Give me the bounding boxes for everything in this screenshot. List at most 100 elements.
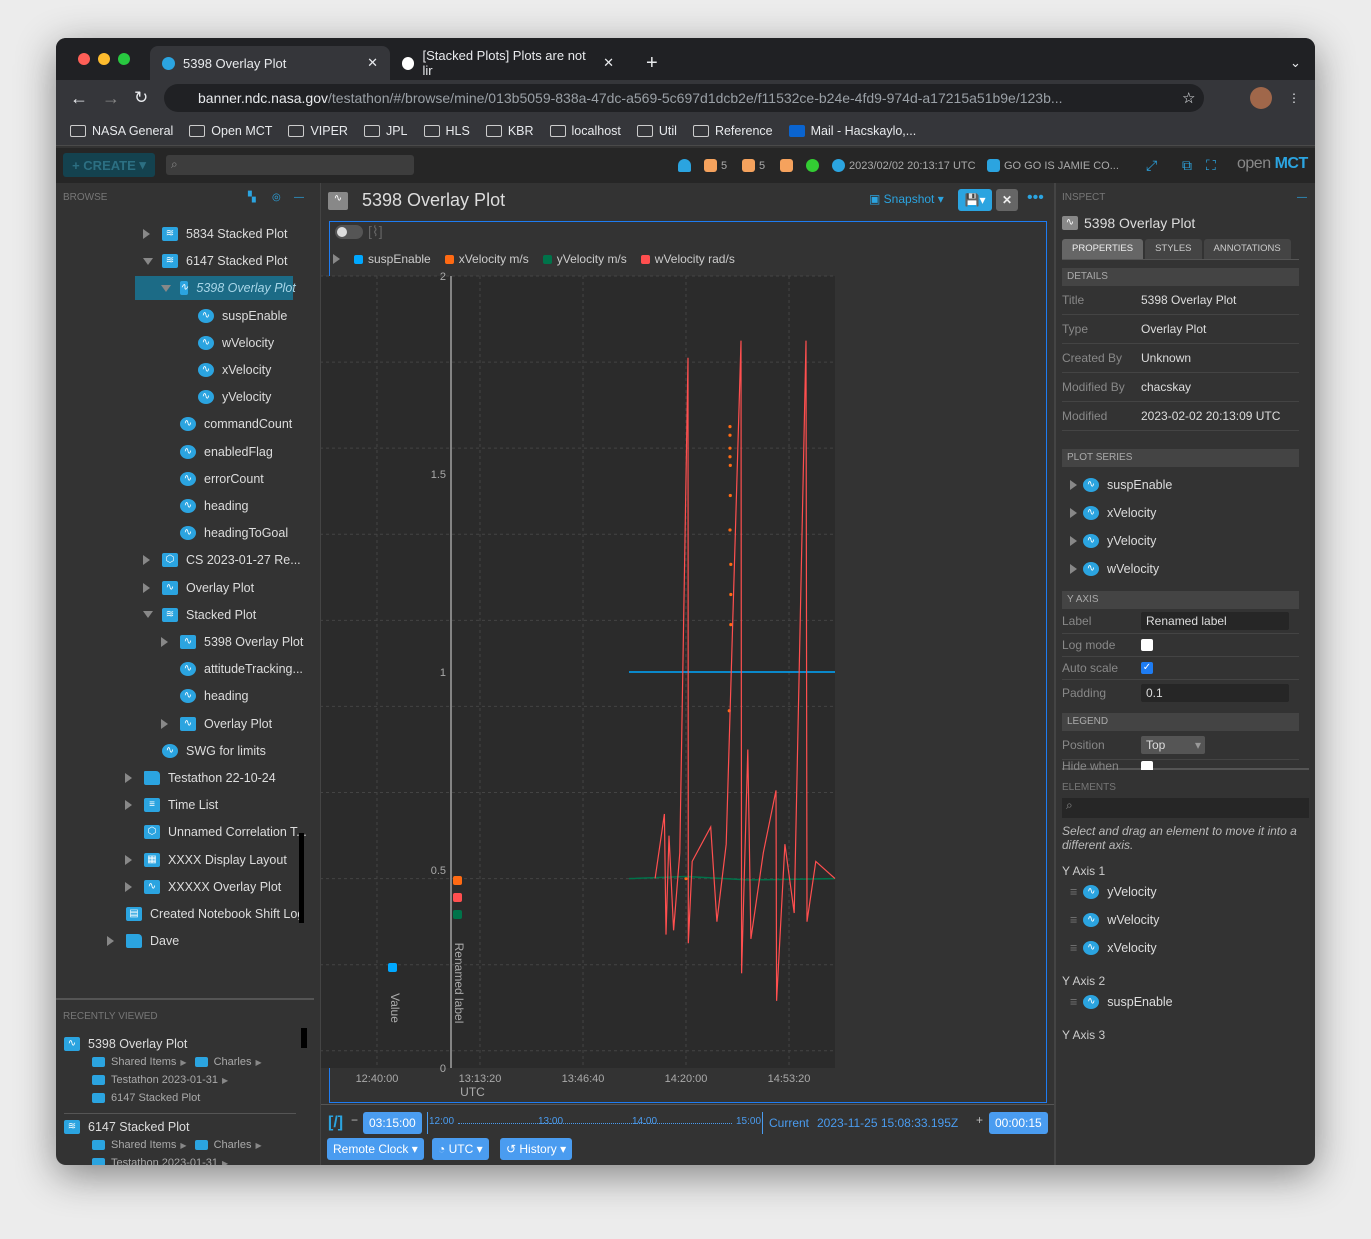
tree-item[interactable]: ∿ heading [180, 494, 249, 518]
drag-handle-icon[interactable]: ≡ [1070, 995, 1078, 1009]
plot-series-item[interactable]: ∿ yVelocity [1062, 527, 1299, 555]
tree-item[interactable]: ∿ headingToGoal [180, 521, 288, 545]
maximize-window-button[interactable] [118, 53, 130, 65]
tree-item[interactable]: ∿ commandCount [180, 412, 292, 436]
time-mode-icon[interactable]: [/] [328, 1114, 344, 1131]
minimize-window-button[interactable] [98, 53, 110, 65]
bookmark-item[interactable]: KBR [485, 124, 534, 138]
url-input[interactable]: banner.ndc.nasa.gov/testathon/#/browse/m… [164, 84, 1204, 112]
expand-icon[interactable]: ⤢ [1146, 157, 1158, 173]
drag-handle-icon[interactable]: ≡ [1070, 913, 1078, 927]
bookmark-item[interactable]: Util [636, 124, 677, 138]
element-item[interactable]: ≡ ∿ suspEnable [1062, 988, 1299, 1016]
expand-legend-icon[interactable] [333, 254, 340, 264]
path-link[interactable]: Testathon 2023-01-31 [111, 1074, 219, 1086]
save-button[interactable]: 💾▾ [958, 189, 992, 211]
element-item[interactable]: ≡ ∿ yVelocity [1062, 878, 1299, 906]
tree-item[interactable]: ▦ XXXX Display Layout [125, 848, 287, 872]
element-item[interactable]: ≡ ∿ xVelocity [1062, 934, 1299, 962]
close-edit-button[interactable]: ✕ [996, 189, 1018, 211]
legend-position-select[interactable]: Top ▾ [1141, 736, 1205, 754]
inspector-tab-properties[interactable]: PROPERTIES [1062, 239, 1144, 259]
timezone-select[interactable]: ◔ UTC ▾ [432, 1138, 489, 1160]
path-link[interactable]: 6147 Stacked Plot [111, 1092, 201, 1104]
expand-arrow-icon[interactable] [107, 936, 114, 947]
new-tab-button[interactable]: + [646, 51, 658, 74]
drag-handle-icon[interactable]: ≡ [1070, 885, 1078, 899]
tree-item[interactable]: ⬡ CS 2023-01-27 Re... [143, 548, 301, 572]
y-axis-label-input[interactable]: Renamed label [1141, 612, 1289, 630]
inspector-tab-styles[interactable]: STYLES [1145, 239, 1202, 259]
tree-item[interactable]: ∿ yVelocity [198, 385, 271, 409]
tree-item[interactable]: Dave [107, 929, 179, 953]
expand-arrow-icon[interactable] [1070, 536, 1077, 546]
plot-series-item[interactable]: ∿ xVelocity [1062, 499, 1299, 527]
indicator-camera-1[interactable]: 5 [704, 159, 727, 172]
grid-lines-icon[interactable]: [⌇] [368, 223, 383, 239]
expand-arrow-icon[interactable] [1070, 564, 1077, 574]
close-window-button[interactable] [78, 53, 90, 65]
locate-icon[interactable]: ◎ [272, 192, 281, 203]
y-axis-label-right[interactable]: Renamed label [452, 943, 466, 1024]
browser-tab[interactable]: [Stacked Plots] Plots are not lir ✕ [390, 46, 626, 80]
legend-item[interactable]: suspEnable [354, 252, 431, 266]
bookmark-item[interactable]: Reference [692, 124, 773, 138]
y-axis-label-left[interactable]: Value [388, 993, 402, 1023]
end-offset-button[interactable]: 00:00:15 [989, 1112, 1048, 1134]
tree-item[interactable]: ⬡ Unnamed Correlation T... [144, 820, 307, 844]
legend-item[interactable]: yVelocity m/s [542, 252, 627, 266]
path-link[interactable]: Charles [213, 1139, 252, 1151]
info-icon[interactable] [806, 159, 819, 172]
collapse-pane-icon[interactable]: — [294, 192, 304, 203]
auto-scale-checkbox[interactable]: ✓ [1141, 662, 1153, 674]
tree-item[interactable]: ∿ heading [180, 684, 249, 708]
element-item[interactable]: ≡ ∿ wVelocity [1062, 906, 1299, 934]
bookmark-item[interactable]: localhost [549, 124, 621, 138]
log-mode-checkbox[interactable] [1141, 639, 1153, 651]
new-tab-icon[interactable]: ▚ [248, 192, 256, 203]
tree-item[interactable]: ∿ 5398 Overlay Plot [135, 276, 296, 301]
close-tab-icon[interactable]: ✕ [603, 55, 614, 70]
tree-item[interactable]: ∿ Overlay Plot [161, 712, 272, 736]
expand-arrow-icon[interactable] [125, 881, 132, 892]
time-axis[interactable]: 12:00 13:00 14:00 15:00 [427, 1112, 763, 1134]
tree-item[interactable]: ≋ 6147 Stacked Plot [143, 249, 287, 273]
start-offset-button[interactable]: 03:15:00 [363, 1112, 422, 1134]
collapse-arrow-icon[interactable] [143, 257, 153, 265]
expand-arrow-icon[interactable] [161, 637, 168, 647]
tree-item[interactable]: ∿ SWG for limits [162, 739, 266, 763]
tree-item[interactable]: ∿ Overlay Plot [143, 576, 254, 600]
indicator-camera-2[interactable]: 5 [742, 159, 765, 172]
tree-item[interactable]: ≋ Stacked Plot [143, 603, 256, 627]
menu-icon[interactable]: ⋮ [1288, 91, 1300, 105]
clock-select[interactable]: Remote Clock ▾ [327, 1138, 424, 1160]
tree-item[interactable]: ∿ 5398 Overlay Plot [161, 630, 303, 654]
inspector-tab-annotations[interactable]: ANNOTATIONS [1203, 239, 1291, 259]
bookmark-item[interactable]: JPL [363, 124, 408, 138]
tree-item[interactable]: ≡ Time List [125, 793, 218, 817]
search-input[interactable]: ⌕ [166, 155, 414, 175]
clock-indicator[interactable]: 2023/02/02 20:13:17 UTC [832, 159, 976, 172]
tree-item[interactable]: ∿ attitudeTracking... [180, 657, 303, 681]
notification-indicator[interactable]: GO GO IS JAMIE CO... [987, 159, 1119, 172]
hide-when-checkbox[interactable] [1141, 761, 1153, 770]
plot-chart[interactable]: 12:06:4012:40:0013:13:2013:46:4014:20:00… [321, 183, 1054, 1165]
tree-item[interactable]: ∿ suspEnable [198, 304, 287, 328]
tree-item[interactable]: ∿ errorCount [180, 467, 264, 491]
close-tab-icon[interactable]: ✕ [367, 55, 378, 70]
browser-tab-active[interactable]: 5398 Overlay Plot ✕ [150, 46, 390, 80]
path-link[interactable]: Testathon 2023-01-31 [111, 1157, 219, 1165]
drag-handle-icon[interactable]: ≡ [1070, 941, 1078, 955]
bookmark-item[interactable]: HLS [423, 124, 470, 138]
back-icon[interactable]: ← [70, 87, 88, 108]
collapse-pane-icon[interactable]: — [1297, 192, 1307, 203]
snapshot-button[interactable]: ▣ Snapshot ▾ [869, 192, 944, 206]
expand-arrow-icon[interactable] [143, 229, 150, 239]
recent-scrollbar[interactable] [301, 1028, 307, 1048]
new-window-icon[interactable]: ⧉ [1182, 157, 1192, 173]
legend-item[interactable]: wVelocity rad/s [640, 252, 735, 266]
expand-arrow-icon[interactable] [125, 773, 132, 783]
expand-arrow-icon[interactable] [125, 854, 132, 865]
bookmark-item[interactable]: VIPER [288, 124, 348, 138]
tree-item[interactable]: ∿ xVelocity [198, 358, 271, 382]
